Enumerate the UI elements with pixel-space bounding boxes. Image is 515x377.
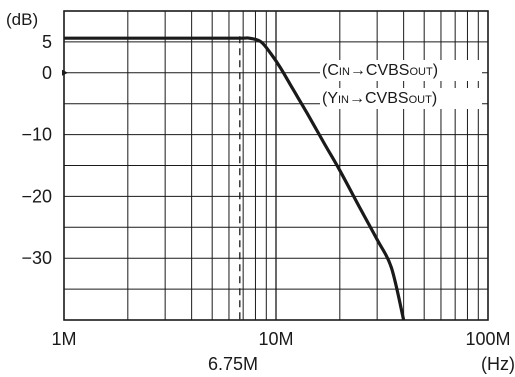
y-tick-labels: 5 0 −10 −20 −30 [21, 32, 52, 268]
legend: (CIN→CVBSOUT) (YIN→CVBSOUT) [320, 60, 482, 109]
legend-entry: (YIN→CVBSOUT) [322, 90, 437, 107]
y-tick-label: −20 [21, 186, 52, 206]
plot-frame [63, 10, 489, 321]
marker-label: 6.75M [208, 354, 258, 374]
y-tick-label: −10 [21, 125, 52, 145]
legend-box [320, 60, 482, 81]
y-tick-label: 0 [42, 63, 52, 83]
x-tick-label: 100M [465, 329, 510, 349]
x-tick-labels: 1M 10M 100M [51, 329, 510, 349]
legend-entry: (CIN→CVBSOUT) [322, 62, 438, 79]
y-tick-label: 5 [42, 32, 52, 52]
zero-reference-arrow [62, 69, 68, 76]
x-tick-label: 1M [51, 329, 76, 349]
y-tick-label: −30 [21, 248, 52, 268]
series-line [64, 36, 406, 321]
zero-arrow-head [62, 69, 68, 76]
y-unit-label: (dB) [6, 10, 38, 29]
x-unit-label: (Hz) [481, 354, 515, 374]
grid-lines [64, 11, 488, 320]
legend-box [320, 88, 482, 109]
x-tick-label: 10M [258, 329, 293, 349]
